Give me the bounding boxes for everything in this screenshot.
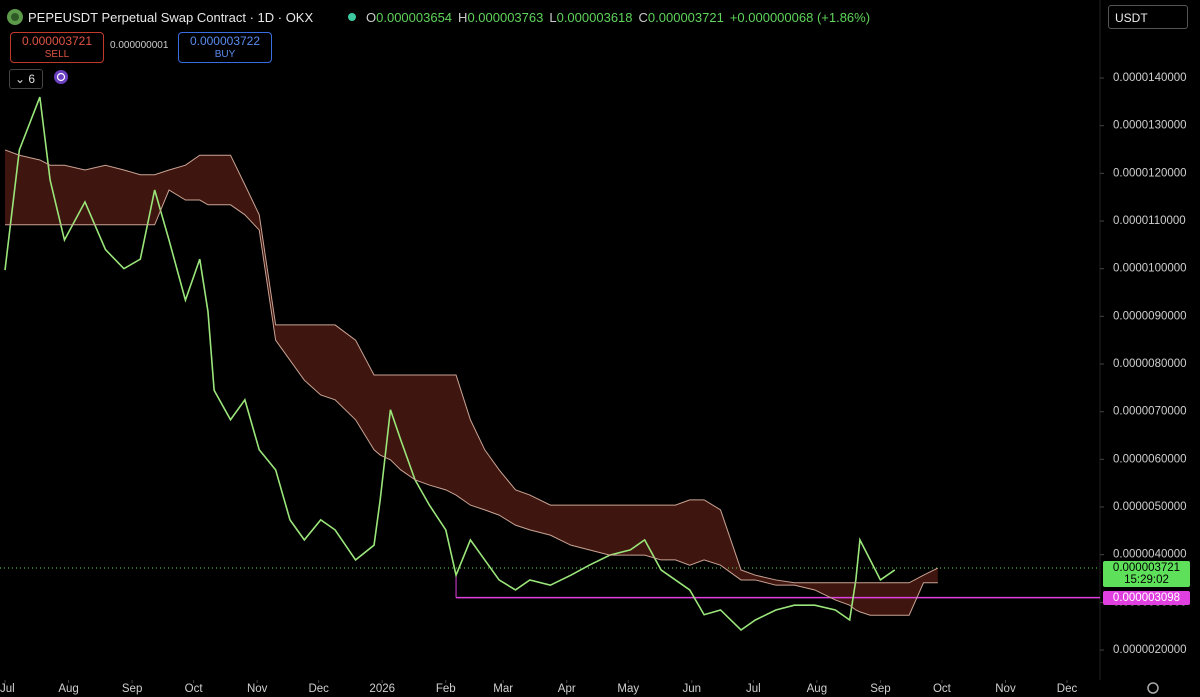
ohlc-key: C [638,10,648,25]
y-tick-label: 0.0000100000 [1113,263,1187,275]
ohlc: O0.000003654 H0.000003763 L0.000003618 C0.0… [366,10,870,25]
ohlc-value: 0.000003721 [647,10,724,25]
y-tick-label: 0.0000060000 [1113,453,1187,465]
x-tick-label: Jul [746,683,761,695]
indicators-toggle[interactable]: ⌄ 6 [9,69,43,89]
x-tick-label: Jun [683,683,702,695]
buy-label: BUY [214,49,236,60]
y-tick-label: 0.0000140000 [1113,72,1187,84]
sell-button[interactable]: 0.000003721 SELL [10,32,104,63]
y-tick-label: 0.0000050000 [1113,501,1187,513]
price-label: 0.000003721 15:29:02 [1103,560,1190,587]
y-tick-label: 0.0000110000 [1113,215,1186,227]
y-tick-label: 0.0000120000 [1113,167,1187,179]
x-tick-label: Nov [995,683,1016,695]
sell-price: 0.000003721 [21,34,93,48]
level-label: 0.000003098 [1103,590,1190,605]
countdown: 15:29:02 [1124,573,1169,586]
x-tick-label: May [617,683,639,695]
x-tick-label: Apr [558,683,576,695]
y-tick-label: 0.0000040000 [1113,549,1187,561]
y-tick-label: 0.0000080000 [1113,358,1187,370]
logo [7,9,23,25]
y-tick-label: 0.0000130000 [1113,120,1187,132]
indicators-count: 6 [28,72,36,86]
x-tick-label: Dec [308,683,329,695]
spread: 0.000000001 [110,40,169,51]
x-tick-label: Aug [58,683,78,695]
ohlc-key: L [549,10,557,25]
ohlc-value: 0.000003654 [376,10,453,25]
x-tick-label: Jul [0,683,15,695]
x-tick-label: Mar [493,683,513,695]
x-tick-label: Oct [185,683,204,695]
cloud-edge [4,149,939,584]
price-series [4,96,896,632]
price-label-value: 0.000003721 [1112,561,1181,574]
sell-label: SELL [44,49,70,60]
x-tick-label: Dec [1057,683,1078,695]
x-tick-label: 2026 [369,683,395,695]
x-tick-label: Oct [933,683,952,695]
ohlc-key: O [366,10,377,25]
cloud-fill [5,149,938,616]
symbol-title: PEPEUSDT Perpetual Swap Contract · 1D · … [28,10,314,25]
y-tick-label: 0.0000090000 [1113,310,1187,322]
x-tick-label: Aug [807,683,827,695]
buy-price: 0.000003722 [189,34,261,48]
cloud-edge [5,189,938,616]
ohlc-change: +0.000000068 (+1.86%) [729,10,871,25]
currency-select[interactable]: USDT [1108,5,1188,29]
indicator-icon[interactable] [53,69,69,85]
y-tick-label: 0.0000020000 [1113,644,1187,656]
x-tick-label: Sep [870,683,890,695]
x-tick-label: Feb [436,683,456,695]
status-dot [348,13,356,21]
ohlc-key: H [458,10,468,25]
y-tick-label: 0.0000070000 [1113,406,1187,418]
buy-button[interactable]: 0.000003722 BUY [178,32,272,63]
ohlc-value: 0.000003618 [556,10,633,25]
x-tick-label: Sep [122,683,142,695]
x-tick-label: Nov [247,683,268,695]
ohlc-value: 0.000003763 [467,10,544,25]
settings-icon[interactable] [1147,682,1159,694]
